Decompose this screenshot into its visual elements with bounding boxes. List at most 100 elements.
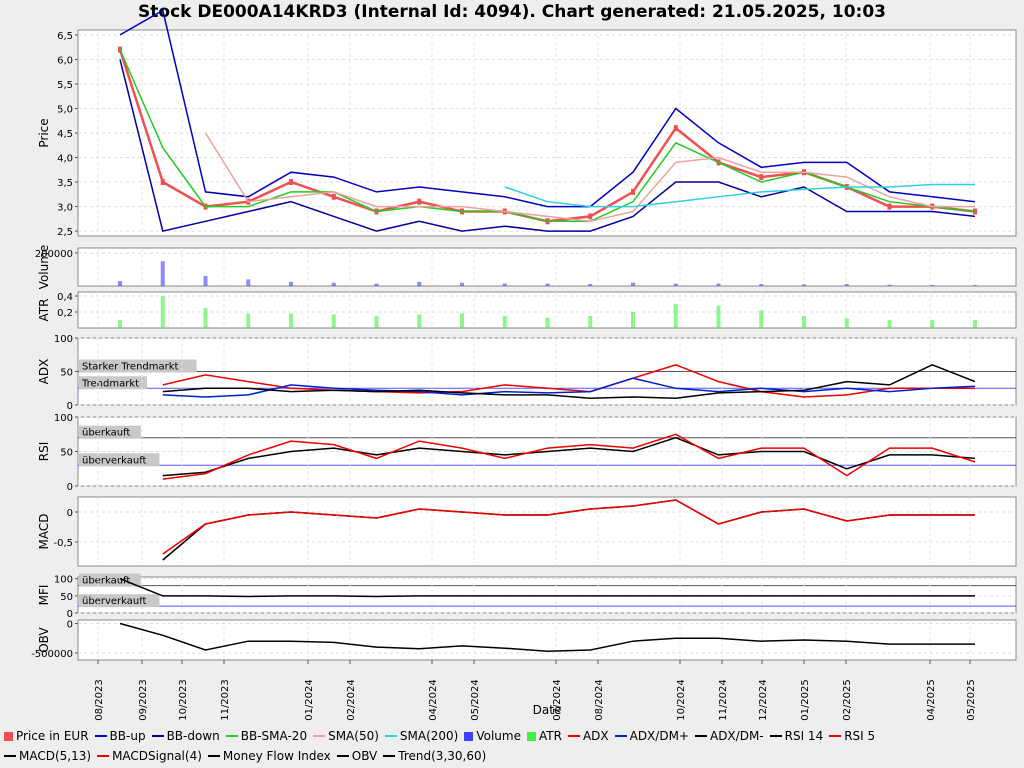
- series-line: [204, 132, 975, 223]
- legend-label: SMA(200): [399, 729, 459, 743]
- x-tick-label: 01/2025: [800, 679, 811, 721]
- series-line: [119, 49, 976, 223]
- series-line: [162, 433, 976, 480]
- legend-item: BB-down: [151, 726, 220, 746]
- atr-bar: [203, 308, 208, 328]
- legend-label: RSI 5: [844, 729, 876, 743]
- y-tick-label: 100: [54, 413, 73, 424]
- atr-bar: [545, 317, 550, 328]
- x-tick-label: 04/2025: [926, 679, 937, 721]
- atr-bar: [502, 316, 507, 328]
- legend-item: BB-up: [94, 726, 146, 746]
- legend-item: OBV: [336, 746, 377, 766]
- price-point: [160, 179, 165, 186]
- atr-bar: [844, 318, 849, 328]
- x-tick-label: 02/2024: [346, 679, 357, 721]
- legend-swatch: [336, 755, 349, 757]
- legend-label: RSI 14: [784, 729, 824, 743]
- atr-bar: [289, 313, 293, 328]
- series-line: [119, 9, 976, 208]
- y-tick-label: 2,5: [57, 227, 73, 238]
- y-tick-label: 6,0: [57, 55, 73, 66]
- atr-bar: [118, 320, 122, 328]
- legend-item: Trend(3,30,60): [383, 746, 486, 766]
- y-tick-label: 3,0: [57, 203, 73, 214]
- x-tick-label: 11/2024: [718, 679, 729, 721]
- zone-label: überverkauft: [82, 596, 147, 607]
- legend-swatch: [384, 735, 397, 737]
- y-tick-label: 4,0: [57, 154, 73, 165]
- legend-item: ATR: [526, 726, 562, 746]
- legend-swatch: [4, 732, 13, 741]
- y-tick-label: 5,5: [57, 80, 73, 91]
- zone-label-box: [79, 425, 141, 439]
- y-tick-label: 0,4: [57, 292, 73, 303]
- volume-bar: [502, 283, 507, 286]
- legend-item: MACD(5,13): [4, 746, 91, 766]
- y-tick-label: 4,5: [57, 129, 73, 140]
- price-point: [631, 188, 635, 195]
- atr-bar: [973, 320, 977, 328]
- series-line: [162, 363, 976, 400]
- legend-label: MACD(5,13): [19, 749, 92, 763]
- y-axis-label: Price: [37, 118, 51, 147]
- legend-label: Money Flow Index: [222, 749, 331, 763]
- legend-swatch: [829, 735, 842, 737]
- legend-swatch: [383, 755, 396, 757]
- price-point: [331, 193, 336, 200]
- legend-swatch: [526, 732, 536, 741]
- zone-label-box: [79, 453, 160, 467]
- x-tick-label: 08/2023: [94, 679, 105, 721]
- y-tick-label: -500000: [31, 649, 73, 660]
- zone-label-box: [79, 359, 197, 373]
- volume-bar: [887, 284, 892, 286]
- legend-swatch: [151, 735, 164, 737]
- x-tick-label: 05/2025: [966, 679, 977, 721]
- legend: Price in EUR BB-up BB-down BB-SMA-20 SMA(50)…: [0, 726, 1024, 766]
- x-tick-label: 10/2023: [178, 679, 189, 721]
- series-line: [119, 59, 976, 232]
- price-point: [417, 198, 422, 205]
- chart-title: Stock DE000A14KRD3 (Internal Id: 4094). …: [138, 2, 886, 22]
- y-tick-label: -0,5: [53, 538, 73, 549]
- y-tick-label: 50: [60, 368, 73, 379]
- series-line: [162, 377, 976, 398]
- legend-swatch: [94, 735, 107, 737]
- y-axis-label: ADX: [37, 359, 51, 385]
- panel-volume: [77, 247, 1017, 287]
- zone-label: Starker Trendmarkt: [82, 362, 179, 373]
- legend-item: ADX: [567, 726, 609, 746]
- volume-bar: [930, 285, 935, 286]
- y-axis-label: MFI: [37, 585, 51, 606]
- atr-bar: [930, 320, 935, 328]
- x-tick-label: 08/2024: [594, 679, 605, 721]
- legend-swatch: [207, 755, 220, 757]
- legend-label: Volume: [476, 729, 521, 743]
- legend-label: ADX/DM+: [629, 729, 689, 743]
- legend-label: SMA(50): [328, 729, 379, 743]
- y-tick-label: 3,5: [57, 178, 73, 189]
- legend-item: SMA(200): [384, 726, 459, 746]
- y-tick-label: 100: [54, 575, 73, 586]
- legend-item: Volume: [464, 726, 521, 746]
- y-tick-label: 50: [60, 448, 73, 459]
- atr-bar: [460, 313, 464, 328]
- volume-bar: [716, 283, 721, 286]
- legend-label: Price in EUR: [16, 729, 89, 743]
- volume-bar: [289, 281, 293, 286]
- atr-bar: [417, 314, 422, 328]
- volume-bar: [160, 261, 165, 286]
- panel-obv: [77, 619, 1017, 661]
- volume-bar: [973, 285, 977, 286]
- legend-label: BB-down: [166, 729, 220, 743]
- zone-label-box: [79, 573, 141, 587]
- volume-bar: [631, 282, 635, 286]
- atr-bar: [673, 304, 678, 328]
- zone-label: überverkauft: [82, 455, 147, 466]
- zone-label-box: [79, 376, 147, 390]
- volume-bar: [246, 279, 251, 286]
- legend-item: ADX/DM+: [614, 726, 689, 746]
- legend-item: Price in EUR: [4, 726, 89, 746]
- y-axis-label: MACD: [37, 514, 51, 550]
